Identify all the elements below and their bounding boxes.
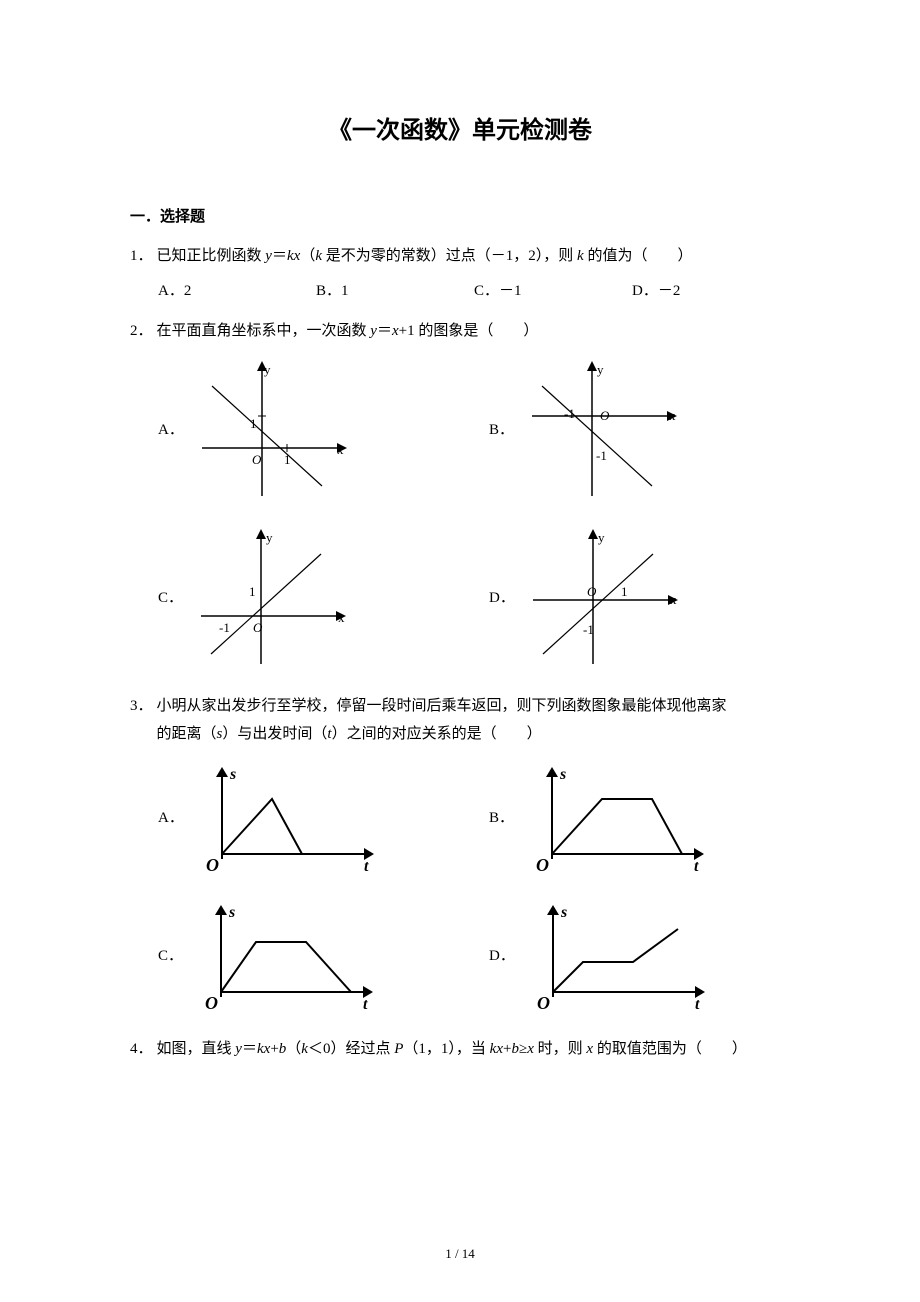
- svg-text:-1: -1: [564, 406, 575, 421]
- svg-text:O: O: [252, 452, 262, 467]
- svg-text:s: s: [560, 904, 567, 921]
- choice-d: D．－2: [632, 277, 790, 306]
- figure-q3d: s t O: [523, 897, 713, 1017]
- choice-a: A．2: [158, 277, 316, 306]
- svg-text:-1: -1: [583, 622, 594, 637]
- choice-b: B． s t O: [489, 759, 790, 879]
- figure-q2b: y x O -1 -1: [522, 356, 682, 506]
- q3-choices: A． s t O B． s t O C．: [130, 759, 790, 1017]
- choice-d: D． yxO1-1: [489, 524, 790, 674]
- choice-c: C．－1: [474, 277, 632, 306]
- figure-q3c: s t O: [191, 897, 381, 1017]
- choice-c: C． s t O: [158, 897, 459, 1017]
- svg-text:t: t: [695, 996, 700, 1013]
- svg-text:y: y: [266, 530, 273, 545]
- svg-text:O: O: [587, 584, 597, 599]
- svg-text:y: y: [598, 530, 605, 545]
- q-num: 2．: [130, 317, 153, 346]
- q2-choices: A． yxO11 B． yxO-1-1 C． yxO-11: [130, 356, 790, 674]
- svg-text:1: 1: [621, 584, 628, 599]
- question-1: 1． 已知正比例函数 y＝kx（k 是不为零的常数）过点（－1，2），则 k 的…: [130, 242, 790, 305]
- question-3: 3． 小明从家出发步行至学校，停留一段时间后乘车返回，则下列函数图象最能体现他离…: [130, 692, 790, 1017]
- svg-text:y: y: [264, 362, 271, 377]
- svg-text:1: 1: [250, 416, 257, 431]
- choice-a: A． s t O: [158, 759, 459, 879]
- q-num: 3．: [130, 692, 153, 721]
- choice-d: D． s t O: [489, 897, 790, 1017]
- page-title: 《一次函数》单元检测卷: [130, 110, 790, 145]
- q-text: 已知正比例函数 y＝kx（k 是不为零的常数）过点（－1，2），则 k 的值为（…: [157, 242, 790, 271]
- question-2: 2． 在平面直角坐标系中，一次函数 y＝x+1 的图象是（ ） A． yxO11…: [130, 317, 790, 674]
- question-4: 4． 如图，直线 y＝kx+b（k＜0）经过点 P（1，1），当 kx+b≥x …: [130, 1035, 790, 1064]
- svg-text:t: t: [364, 858, 369, 875]
- svg-text:O: O: [536, 855, 549, 875]
- figure-q3b: s t O: [522, 759, 712, 879]
- q1-choices: A．2 B．1 C．－1 D．－2: [130, 277, 790, 306]
- section-heading: 一．选择题: [130, 205, 790, 226]
- q-num: 4．: [130, 1035, 153, 1064]
- svg-text:O: O: [205, 993, 218, 1013]
- svg-text:x: x: [670, 592, 677, 607]
- svg-text:x: x: [337, 442, 344, 457]
- page-number: 1 / 14: [0, 1246, 920, 1262]
- figure-q3a: s t O: [192, 759, 382, 879]
- svg-text:O: O: [253, 620, 263, 635]
- q-text: 小明从家出发步行至学校，停留一段时间后乘车返回，则下列函数图象最能体现他离家 的…: [157, 692, 790, 749]
- svg-text:O: O: [600, 408, 610, 423]
- svg-text:t: t: [363, 996, 368, 1013]
- figure-q2d: y x O 1 -1: [523, 524, 683, 674]
- choice-a: A． yxO11: [158, 356, 459, 506]
- svg-text:t: t: [694, 858, 699, 875]
- svg-text:1: 1: [249, 584, 256, 599]
- choice-c: C． yxO-11: [158, 524, 459, 674]
- svg-text:O: O: [206, 855, 219, 875]
- svg-text:s: s: [229, 766, 236, 783]
- svg-text:x: x: [669, 408, 676, 423]
- figure-q2c: y x O -1 1: [191, 524, 351, 674]
- choice-b: B． yxO-1-1: [489, 356, 790, 506]
- q-text: 在平面直角坐标系中，一次函数 y＝x+1 的图象是（ ）: [157, 317, 790, 346]
- svg-text:-1: -1: [596, 448, 607, 463]
- figure-q2a: y x O 1 1: [192, 356, 352, 506]
- svg-text:x: x: [338, 610, 345, 625]
- svg-text:O: O: [537, 993, 550, 1013]
- svg-text:-1: -1: [219, 620, 230, 635]
- q-text: 如图，直线 y＝kx+b（k＜0）经过点 P（1，1），当 kx+b≥x 时，则…: [157, 1035, 790, 1064]
- svg-text:y: y: [597, 362, 604, 377]
- svg-text:s: s: [559, 766, 566, 783]
- svg-text:s: s: [228, 904, 235, 921]
- svg-text:1: 1: [284, 452, 291, 467]
- choice-b: B．1: [316, 277, 474, 306]
- q-num: 1．: [130, 242, 153, 271]
